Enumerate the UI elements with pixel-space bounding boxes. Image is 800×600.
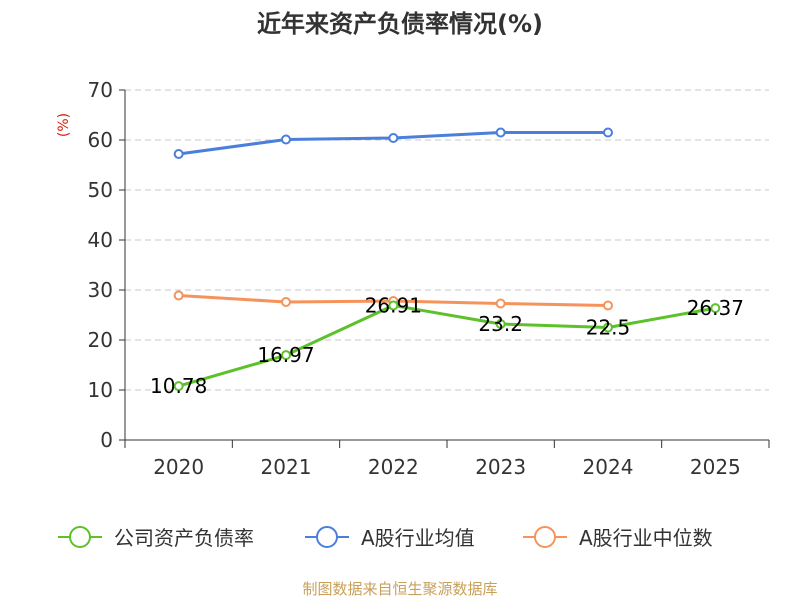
data-label: 10.78 xyxy=(150,374,207,398)
y-tick-label: 20 xyxy=(88,328,113,352)
y-tick-label: 30 xyxy=(88,278,113,302)
x-tick-label: 2020 xyxy=(153,455,204,479)
legend-label: 公司资产负债率 xyxy=(114,526,254,550)
data-point xyxy=(388,300,399,311)
grid xyxy=(125,89,769,391)
source-note: 制图数据来自恒生聚源数据库 xyxy=(302,580,497,598)
data-label: 26.37 xyxy=(687,296,744,320)
y-axis-unit: (%) xyxy=(56,113,72,137)
legend-marker xyxy=(316,526,338,548)
x-tick-label: 2025 xyxy=(690,455,741,479)
data-point xyxy=(603,322,613,333)
data-point xyxy=(710,303,721,314)
data-point xyxy=(173,149,184,159)
legend-item-1: A股行业均值 xyxy=(305,526,475,550)
data-point xyxy=(495,298,506,309)
x-tick-label: 2021 xyxy=(261,455,312,479)
chart-title: 近年来资产负债率情况(%) xyxy=(257,10,543,38)
y-tick-label: 70 xyxy=(88,78,113,102)
data-point xyxy=(281,297,291,307)
legend-label: A股行业均值 xyxy=(361,526,475,550)
legend-label: A股行业中位数 xyxy=(579,526,713,550)
x-tick-label: 2024 xyxy=(583,455,634,479)
x-tick-label: 2022 xyxy=(368,455,419,479)
series-line xyxy=(178,303,716,388)
data-label: 23.2 xyxy=(478,312,523,336)
data-label: 22.5 xyxy=(586,316,631,340)
data-point xyxy=(495,319,506,329)
axes: 0 10 20 30 40 50 60 70 2020 2021 2022 2023 2024 2025 xyxy=(88,78,770,479)
data-point xyxy=(603,300,613,311)
data-point xyxy=(495,127,506,138)
series-0 xyxy=(173,300,721,392)
data-point xyxy=(281,134,291,145)
series-layer xyxy=(173,127,721,392)
legend: 公司资产负债率 A股行业均值 A股行业中位数 xyxy=(58,526,713,550)
data-point xyxy=(603,127,613,138)
data-point xyxy=(281,350,291,361)
data-labels: 10.78 16.97 26.91 23.2 22.5 26.37 xyxy=(150,293,744,398)
data-point xyxy=(388,133,399,143)
y-tick-label: 60 xyxy=(88,128,113,152)
x-tick-label: 2023 xyxy=(475,455,526,479)
legend-item-0: 公司资产负债率 xyxy=(58,526,254,550)
data-point xyxy=(173,290,184,301)
data-label: 16.97 xyxy=(257,343,314,367)
y-tick-label: 0 xyxy=(100,428,113,452)
series-1 xyxy=(173,127,613,159)
legend-marker xyxy=(69,526,91,548)
y-tick-label: 50 xyxy=(88,178,113,202)
legend-item-2: A股行业中位数 xyxy=(523,526,713,550)
y-tick-label: 10 xyxy=(88,378,113,402)
legend-marker xyxy=(534,526,556,548)
data-point xyxy=(173,381,184,392)
data-label: 26.91 xyxy=(365,293,422,317)
y-tick-label: 40 xyxy=(88,228,113,252)
